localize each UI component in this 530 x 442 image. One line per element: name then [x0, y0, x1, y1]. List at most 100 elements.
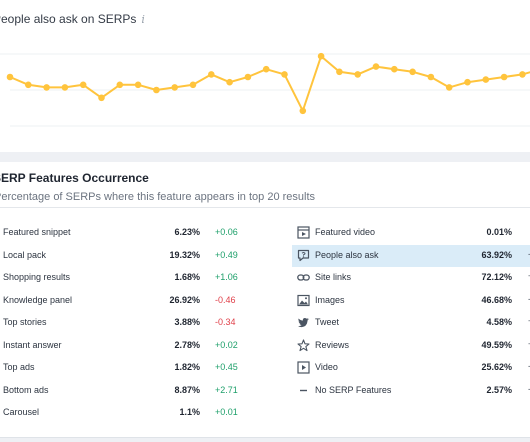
video-frame-icon: [297, 226, 310, 239]
feature-name: Bottom ads: [3, 385, 49, 395]
trend-point[interactable]: [336, 68, 343, 76]
trend-point[interactable]: [189, 81, 197, 89]
feature-name: Top stories: [3, 317, 47, 327]
feature-delta: +2.71: [215, 385, 238, 395]
feature-percent: 1.68%: [174, 272, 200, 282]
feature-row-reviews[interactable]: Reviews 49.59% +: [292, 335, 530, 357]
feature-row-instant-answer[interactable]: Instant answer 2.78% +0.02: [0, 335, 290, 357]
feature-percent: 6.23%: [174, 227, 200, 237]
feature-delta: +0.06: [215, 227, 238, 237]
feature-row-site-links[interactable]: Site links 72.12% +: [292, 267, 530, 289]
feature-row-people-also-ask[interactable]: People also ask 63.92% -: [292, 245, 530, 267]
trend-point[interactable]: [244, 73, 252, 81]
feature-percent: 72.12%: [481, 272, 512, 282]
feature-delta: +0.02: [215, 340, 238, 350]
feature-percent: 49.59%: [481, 340, 512, 350]
feature-percent: 46.68%: [481, 295, 512, 305]
feature-row-shopping-results[interactable]: Shopping results 1.68% +1.06: [0, 267, 290, 289]
trend-point[interactable]: [226, 78, 233, 86]
feature-name: Carousel: [3, 407, 40, 417]
star-icon: [297, 339, 310, 352]
feature-delta: +: [528, 271, 530, 281]
feature-percent: 8.87%: [174, 385, 200, 395]
feature-delta: +: [528, 316, 530, 326]
trend-point[interactable]: [372, 63, 380, 70]
feature-name: No SERP Features: [315, 385, 392, 395]
feature-percent: 26.92%: [169, 295, 200, 305]
trend-point[interactable]: [299, 107, 307, 115]
minus-icon: [297, 384, 310, 397]
feature-delta: -: [528, 294, 530, 304]
feature-name: Local pack: [3, 250, 47, 260]
card-title: SERP Features Occurrence: [0, 171, 149, 185]
feature-percent: 1.1%: [179, 407, 200, 417]
info-icon[interactable]: i: [141, 13, 145, 26]
trend-point[interactable]: [262, 65, 270, 73]
feature-row-local-pack[interactable]: Local pack 19.32% +0.49: [0, 245, 290, 267]
feature-row-video[interactable]: Video 25.62% -: [292, 357, 530, 379]
feature-name: Top ads: [3, 362, 35, 372]
trend-point[interactable]: [134, 81, 142, 89]
feature-row-carousel[interactable]: Carousel 1.1% +0.01: [0, 402, 290, 424]
trend-point[interactable]: [482, 76, 490, 83]
feature-row-top-ads[interactable]: Top ads 1.82% +0.45: [0, 357, 290, 379]
trend-card: [0, 0, 530, 152]
feature-percent: 0.01%: [486, 227, 512, 237]
feature-row-tweet[interactable]: Tweet 4.58% +: [292, 312, 530, 334]
feature-percent: 2.78%: [174, 340, 200, 350]
feature-name: Featured video: [315, 227, 376, 237]
trend-point[interactable]: [317, 52, 325, 60]
feature-percent: 1.82%: [174, 362, 200, 372]
trend-point[interactable]: [281, 71, 288, 78]
question-chat-icon: [297, 249, 310, 262]
feature-delta: -0.34: [215, 317, 236, 327]
feature-name: Images: [315, 295, 345, 305]
trend-point[interactable]: [6, 73, 14, 81]
feature-percent: 4.58%: [486, 317, 512, 327]
feature-percent: 25.62%: [481, 362, 512, 372]
trend-point[interactable]: [43, 84, 50, 91]
trend-point[interactable]: [98, 94, 105, 102]
trend-point[interactable]: [79, 81, 87, 89]
trend-point[interactable]: [427, 73, 435, 81]
trend-title-text: People also ask on SERPs: [0, 12, 137, 26]
feature-delta: -: [528, 361, 530, 371]
trend-point[interactable]: [171, 84, 178, 91]
trend-point[interactable]: [500, 73, 508, 81]
feature-percent: 3.88%: [174, 317, 200, 327]
trend-point[interactable]: [409, 68, 416, 76]
trend-point[interactable]: [61, 84, 69, 91]
feature-row-top-stories[interactable]: Top stories 3.88% -0.34: [0, 312, 290, 334]
link-icon: [297, 271, 310, 284]
feature-percent: 63.92%: [481, 250, 512, 260]
trend-point[interactable]: [25, 81, 32, 89]
trend-point[interactable]: [519, 71, 526, 78]
image-icon: [297, 294, 310, 307]
feature-name: Featured snippet: [3, 227, 71, 237]
card-subtitle: Percentage of SERPs where this feature a…: [0, 191, 316, 203]
feature-delta: +0.49: [215, 250, 238, 260]
trend-point[interactable]: [116, 81, 124, 89]
trend-title: People also ask on SERPs i: [0, 12, 145, 26]
trend-point[interactable]: [153, 86, 160, 94]
trend-point[interactable]: [354, 71, 362, 78]
serp-features-card: [0, 162, 530, 438]
feature-delta: -0.46: [215, 295, 236, 305]
feature-row-images[interactable]: Images 46.68% -: [292, 290, 530, 312]
feature-name: Site links: [315, 272, 352, 282]
trend-point[interactable]: [391, 65, 398, 73]
trend-point[interactable]: [464, 78, 471, 86]
feature-delta: -: [528, 384, 530, 394]
trend-line: [9, 55, 530, 112]
feature-row-no-serp-features[interactable]: No SERP Features 2.57% -: [292, 380, 530, 402]
feature-row-knowledge-panel[interactable]: Knowledge panel 26.92% -0.46: [0, 290, 290, 312]
feature-row-bottom-ads[interactable]: Bottom ads 8.87% +2.71: [0, 380, 290, 402]
feature-delta: -: [528, 249, 530, 259]
feature-delta: +: [528, 339, 530, 349]
feature-row-featured-snippet[interactable]: Featured snippet 6.23% +0.06: [0, 222, 290, 244]
trend-point[interactable]: [208, 71, 215, 78]
trend-line-chart: [0, 52, 530, 127]
feature-name: Tweet: [315, 317, 340, 327]
feature-row-featured-video[interactable]: Featured video 0.01%: [292, 222, 530, 244]
trend-point[interactable]: [445, 84, 453, 91]
